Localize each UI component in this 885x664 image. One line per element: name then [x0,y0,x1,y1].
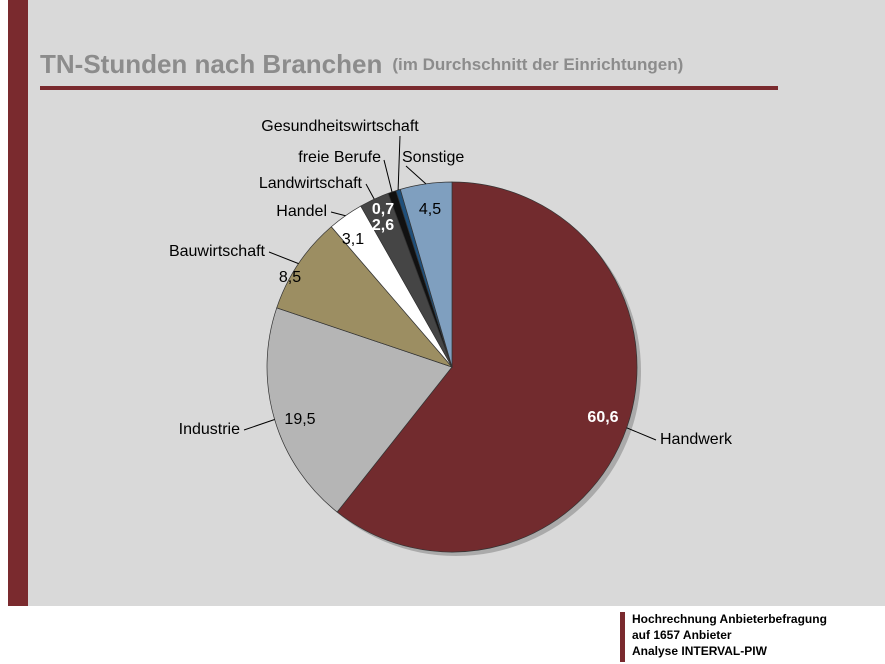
leader-line [268,251,299,265]
side-bar [8,0,28,606]
slice-name: Bauwirtschaft [169,243,266,260]
slice-name: Landwirtschaft [259,175,363,192]
leader-line [383,159,393,193]
slice-name: freie Berufe [298,149,381,166]
slice-name: Handwerk [660,431,733,448]
value-label: 60,6 [587,409,618,426]
pie-slice [276,226,454,368]
leader-line [397,135,401,191]
slice-name: Industrie [179,421,240,438]
slice-name: Gesundheitswirtschaft [261,118,419,135]
footer-line: Analyse INTERVAL-PIW [632,644,768,658]
slice-name: Sonstige [402,149,464,166]
pie-slice [336,181,638,553]
value-label: 0,7 [372,201,394,218]
slice-name: Handel [276,203,327,220]
footer-line: Hochrechnung Anbieterbefragung [632,612,827,626]
value-label: 8,5 [279,269,301,286]
footer-line: auf 1657 Anbieter [632,628,732,642]
chart-title: TN-Stunden nach Branchen (im Durchschnitt… [40,49,683,79]
value-label: 19,5 [284,411,315,428]
pie: Handwerk 60,6 Industrie 19,5 Bauwirtschaft 8,… [169,118,733,553]
leader-line [243,419,275,431]
leader-line [365,183,375,200]
value-label: 4,5 [419,201,441,218]
leader-line [330,211,346,217]
title-main: TN-Stunden nach Branchen [40,49,382,79]
title-underline [40,86,778,90]
leader-line [405,165,427,185]
leader-line [626,427,657,441]
pie-slice [266,307,453,513]
footer-bar [620,612,625,662]
value-label: 3,1 [342,231,364,248]
value-label: 2,6 [372,217,394,234]
title-sub: (im Durchschnitt der Einrichtungen) [392,55,683,74]
pie-slice [399,181,453,368]
